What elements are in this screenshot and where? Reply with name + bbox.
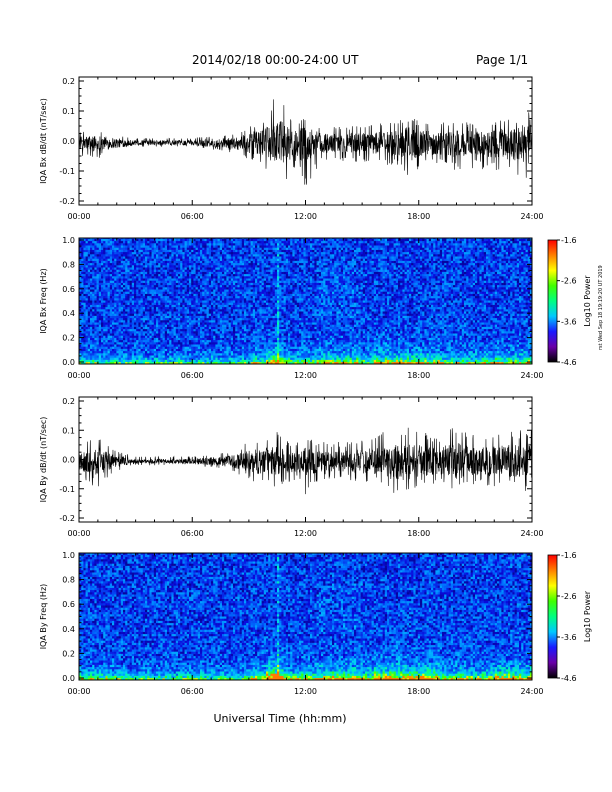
colorbar-gradient bbox=[547, 239, 558, 363]
y-tick-label: 0.8 bbox=[62, 260, 75, 269]
y-tick-label: 0.0 bbox=[62, 674, 75, 683]
x-tick-label: 24:00 bbox=[520, 371, 543, 380]
y-axis-label: IQA By Freq (Hz) bbox=[39, 584, 48, 650]
x-tick-label: 00:00 bbox=[67, 212, 90, 221]
x-tick-label: 06:00 bbox=[181, 371, 204, 380]
y-tick-label: 0.4 bbox=[62, 309, 75, 318]
colorbar-tick-label: -4.6 bbox=[561, 674, 577, 683]
y-tick-label: 0.0 bbox=[62, 456, 75, 465]
x-tick-label: 24:00 bbox=[520, 529, 543, 538]
x-tick-label: 12:00 bbox=[294, 687, 317, 696]
series-1-trace bbox=[78, 99, 533, 185]
series-3-trace bbox=[78, 427, 533, 495]
colorbar-tick-label: -2.6 bbox=[561, 592, 577, 601]
heatmap-cells bbox=[79, 238, 532, 364]
y-tick-label: -0.1 bbox=[59, 167, 75, 176]
colorbar-tick-label: -2.6 bbox=[561, 277, 577, 286]
colorbar-label: Log10 Power bbox=[583, 590, 592, 642]
colorbar-4: -1.6 -2.6 -3.6 -4.6 Log10 Power bbox=[547, 551, 592, 683]
panel-4-heatmap bbox=[79, 553, 532, 680]
y-tick-label: -0.1 bbox=[59, 485, 75, 494]
colorbar-gradient bbox=[547, 554, 558, 679]
x-tick-label: 00:00 bbox=[67, 529, 90, 538]
x-tick-label: 18:00 bbox=[407, 687, 430, 696]
y-tick-label: 0.2 bbox=[62, 649, 75, 658]
x-tick-label: 06:00 bbox=[181, 212, 204, 221]
x-tick-label: 06:00 bbox=[181, 529, 204, 538]
panel-2-axes: 00:00 06:00 12:00 18:00 24:00 0.0 0.2 0.4 0.6 0.8… bbox=[39, 236, 544, 380]
x-tick-label: 12:00 bbox=[294, 212, 317, 221]
y-tick-label: 0.6 bbox=[62, 285, 75, 294]
panel-1-axes: 00:00 06:00 12:00 18:00 24:00 -0.2 -0.1 0.0 0.1 0… bbox=[39, 76, 544, 221]
y-axis-label: IQA Bx dB/dt (nT/sec) bbox=[39, 98, 48, 184]
y-tick-label: 0.0 bbox=[62, 137, 75, 146]
x-tick-label: 12:00 bbox=[294, 371, 317, 380]
colorbar-tick-label: -1.6 bbox=[561, 551, 577, 560]
colorbar-tick-label: -1.6 bbox=[561, 236, 577, 245]
panel-3-axes: 00:00 06:00 12:00 18:00 24:00 -0.2 -0.1 0.0 0.1 0… bbox=[39, 396, 544, 538]
colorbar-tick-label: -3.6 bbox=[561, 633, 577, 642]
x-tick-label: 24:00 bbox=[520, 212, 543, 221]
y-tick-label: 0.2 bbox=[62, 77, 75, 86]
colorbar-label: Log10 Power bbox=[583, 275, 592, 327]
colorbar-2: -1.6 -2.6 -3.6 -4.6 Log10 Power bbox=[547, 236, 592, 367]
y-tick-label: 0.1 bbox=[62, 107, 75, 116]
x-tick-label: 24:00 bbox=[520, 687, 543, 696]
x-tick-label: 06:00 bbox=[181, 687, 204, 696]
heatmap-cells bbox=[79, 553, 532, 680]
colorbar-tick-label: -3.6 bbox=[561, 317, 577, 326]
y-tick-label: 0.6 bbox=[62, 600, 75, 609]
y-tick-label: 0.1 bbox=[62, 426, 75, 435]
x-tick-label: 00:00 bbox=[67, 687, 90, 696]
page-number: Page 1/1 bbox=[476, 53, 528, 67]
colorbar-tick-label: -4.6 bbox=[561, 358, 577, 367]
y-tick-label: 0.2 bbox=[62, 397, 75, 406]
x-tick-label: 18:00 bbox=[407, 212, 430, 221]
x-tick-label: 18:00 bbox=[407, 371, 430, 380]
y-tick-label: 0.4 bbox=[62, 625, 75, 634]
y-tick-label: 0.2 bbox=[62, 334, 75, 343]
x-tick-label: 18:00 bbox=[407, 529, 430, 538]
y-tick-label: 0.0 bbox=[62, 358, 75, 367]
y-tick-label: -0.2 bbox=[59, 514, 75, 523]
panel-4-axes: 00:00 06:00 12:00 18:00 24:00 0.0 0.2 0.4 0.6 0.8… bbox=[39, 551, 544, 696]
y-axis-label: IQA Bx Freq (Hz) bbox=[39, 268, 48, 334]
y-tick-label: 1.0 bbox=[62, 551, 75, 560]
panel-2-heatmap bbox=[79, 238, 532, 364]
x-axis-label: Universal Time (hh:mm) bbox=[214, 712, 347, 725]
x-tick-label: 12:00 bbox=[294, 529, 317, 538]
y-tick-label: 0.8 bbox=[62, 576, 75, 585]
y-tick-label: -0.2 bbox=[59, 197, 75, 206]
page-title: 2014/02/18 00:00-24:00 UT bbox=[192, 53, 358, 67]
x-tick-label: 00:00 bbox=[67, 371, 90, 380]
y-tick-label: 1.0 bbox=[62, 236, 75, 245]
y-axis-label: IQA By dB/dt (nT/sec) bbox=[39, 417, 48, 503]
